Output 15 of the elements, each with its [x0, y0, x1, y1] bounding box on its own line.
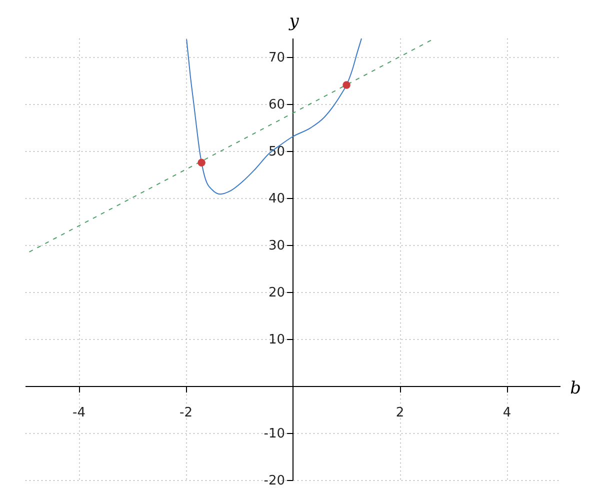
y-tick-label: 60 [268, 97, 285, 112]
y-tick-label: 30 [268, 238, 285, 254]
y-tick-label: 10 [268, 332, 285, 348]
y-tick-label: -10 [264, 426, 285, 442]
x-axis-title: b [570, 378, 581, 398]
y-tick-label: 40 [268, 191, 285, 206]
x-tick-label: -4 [72, 405, 86, 420]
x-tick-label: 4 [502, 405, 512, 420]
y-tick-label: 70 [268, 50, 285, 66]
y-tick-label: -20 [264, 474, 285, 488]
y-tick-label: 20 [268, 285, 285, 300]
y-axis-title: y [288, 12, 300, 32]
x-tick-label: -2 [180, 405, 192, 420]
y-tick-label: 50 [268, 144, 285, 160]
x-tick-label: 2 [396, 405, 404, 420]
